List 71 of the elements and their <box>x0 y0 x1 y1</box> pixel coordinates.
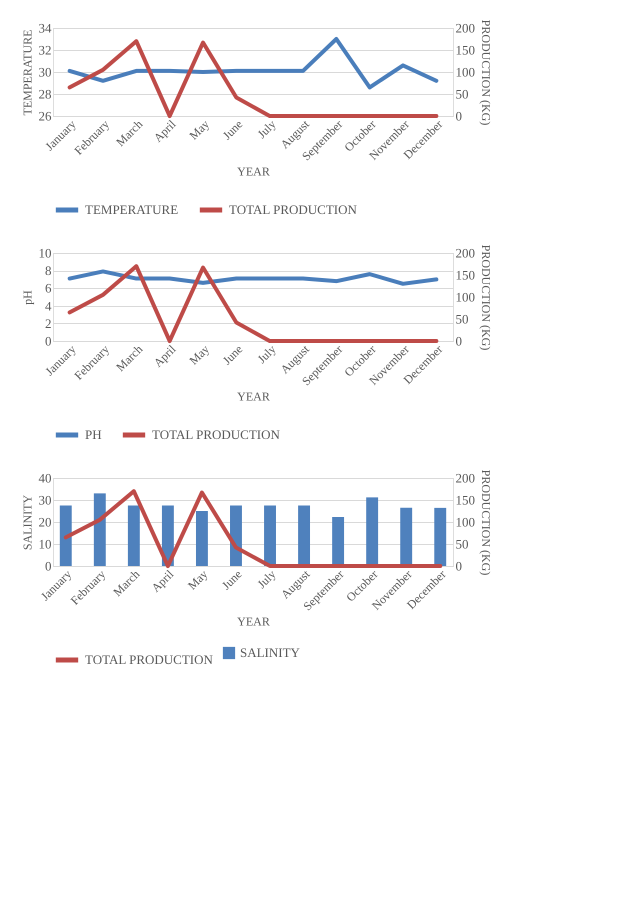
bar <box>332 516 344 566</box>
y-tick-label: 40 <box>38 470 52 486</box>
y2-tick-label: 200 <box>456 246 475 260</box>
x-tick-label: June <box>219 567 244 593</box>
y2-tick-label: 50 <box>456 312 468 326</box>
x-tick-label: June <box>220 117 246 143</box>
y-tick-label: 0 <box>45 334 52 348</box>
y-tick-label: 10 <box>38 246 52 260</box>
y2-tick-label: 0 <box>456 558 462 574</box>
x-tick-label: July <box>254 117 279 142</box>
x-axis-title: YEAR <box>237 164 270 179</box>
legend-label: SALINITY <box>240 645 301 660</box>
y2-axis-title: PRODUCTION (KG) <box>479 244 493 350</box>
legend-label: TOTAL PRODUCTION <box>85 652 214 667</box>
x-tick-label: June <box>220 342 246 368</box>
y2-tick-label: 100 <box>456 64 475 80</box>
y-tick-label: 4 <box>45 298 52 314</box>
line-series <box>68 39 438 118</box>
y-tick-label: 30 <box>38 64 52 80</box>
y2-axis-title: PRODUCTION (KG) <box>479 20 493 126</box>
x-axis-title: YEAR <box>237 614 270 629</box>
y2-tick-label: 150 <box>456 42 475 58</box>
y2-tick-label: 50 <box>456 536 468 552</box>
y2-tick-label: 0 <box>456 334 462 348</box>
y2-tick-label: 50 <box>456 86 468 102</box>
line-series <box>68 269 438 286</box>
legend-label: TOTAL PRODUCTION <box>152 427 280 442</box>
bar <box>400 508 412 566</box>
y2-tick-label: 200 <box>456 20 475 36</box>
x-tick-label: July <box>254 342 279 366</box>
y-axis-title: TEMPERATURE <box>20 29 34 116</box>
legend-label: TOTAL PRODUCTION <box>229 202 358 217</box>
y-tick-label: 32 <box>38 42 52 58</box>
y-tick-label: 6 <box>45 280 52 296</box>
y-tick-label: 0 <box>45 558 52 574</box>
y-tick-label: 28 <box>38 86 52 102</box>
y-tick-label: 26 <box>38 108 52 124</box>
bar <box>264 506 276 566</box>
y-tick-label: 34 <box>38 20 52 36</box>
bar <box>128 506 140 566</box>
y2-tick-label: 150 <box>456 268 475 282</box>
legend-label: TEMPERATURE <box>85 202 178 217</box>
y2-tick-label: 0 <box>456 108 462 124</box>
y2-tick-label: 150 <box>456 492 475 508</box>
bar <box>94 493 106 566</box>
line-series <box>64 489 442 568</box>
legend-label: PH <box>85 427 102 442</box>
x-tick-label: May <box>184 567 210 593</box>
y-tick-label: 2 <box>45 316 52 331</box>
y-tick-label: 8 <box>45 263 52 278</box>
line-series <box>68 37 438 90</box>
y-tick-label: 10 <box>38 536 52 552</box>
line-series <box>68 264 438 343</box>
x-tick-label: July <box>254 567 279 592</box>
y-tick-label: 30 <box>38 492 52 508</box>
x-tick-label: May <box>186 117 212 143</box>
y-axis-title: pH <box>20 290 34 305</box>
y-axis-title: SALINITY <box>20 494 34 550</box>
y2-axis-title: PRODUCTION (KG) <box>479 470 493 576</box>
bar <box>298 506 310 566</box>
bar <box>366 497 378 566</box>
y2-tick-label: 100 <box>456 290 475 304</box>
x-axis-title: YEAR <box>237 390 270 404</box>
bar <box>60 506 72 566</box>
bar <box>196 511 208 566</box>
y2-tick-label: 200 <box>456 470 475 486</box>
x-tick-label: May <box>186 342 212 368</box>
bar <box>434 508 446 566</box>
y-tick-label: 20 <box>38 514 52 530</box>
bar <box>230 506 242 566</box>
y2-tick-label: 100 <box>456 514 475 530</box>
